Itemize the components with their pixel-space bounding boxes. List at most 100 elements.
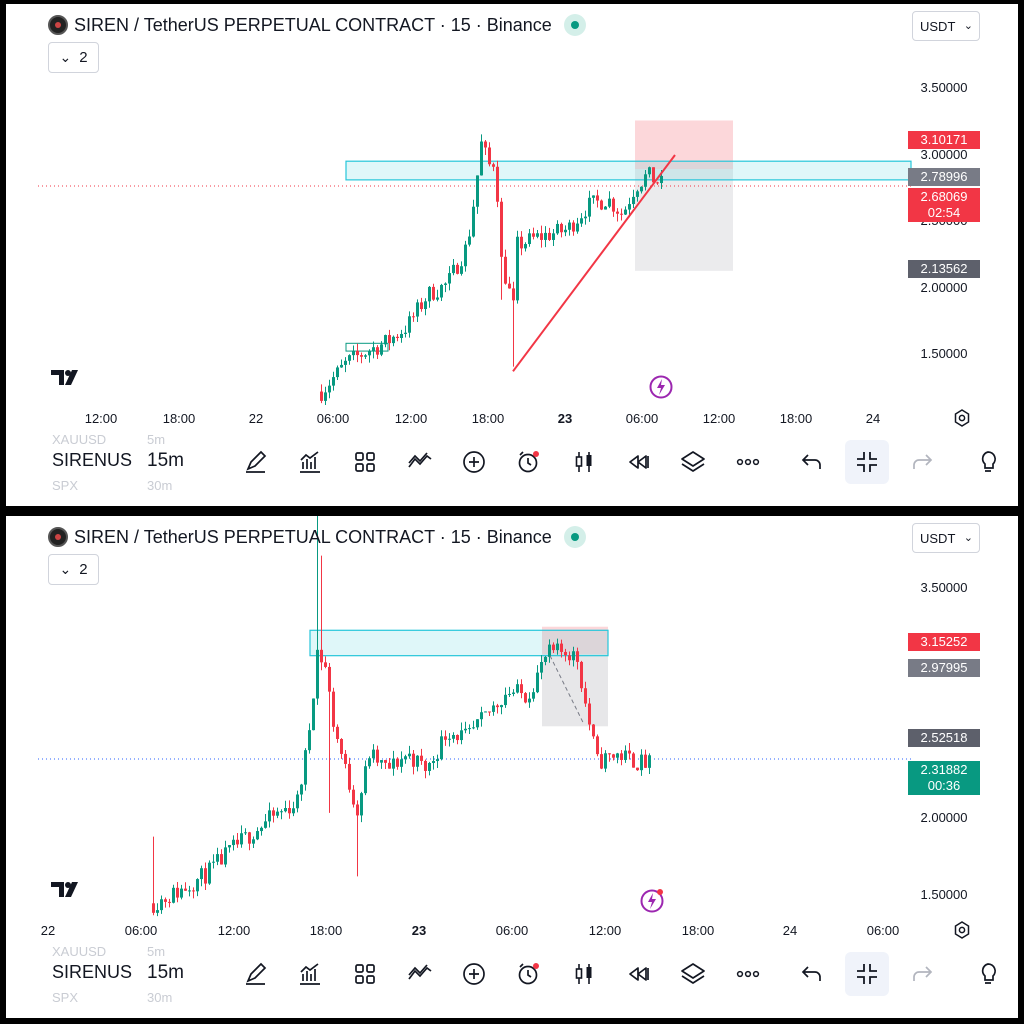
replay-button[interactable] (623, 958, 655, 990)
tradingview-logo-icon (51, 370, 78, 385)
candle-body (552, 233, 555, 240)
projection-line (549, 655, 584, 723)
candle-body (312, 698, 315, 731)
indicators-button[interactable] (404, 446, 436, 478)
chart-panel-2: SIREN / TetherUS PERPETUAL CONTRACT · 15… (6, 516, 1018, 1018)
candle-body (608, 198, 611, 207)
candle-body (248, 832, 251, 844)
ideas-button[interactable] (972, 958, 1004, 990)
indicators-toggle[interactable]: ⌄ 2 (48, 554, 99, 585)
object-tree-button[interactable] (677, 446, 709, 478)
candle-body (384, 760, 387, 763)
candle-body (352, 350, 355, 356)
ghost-symbol: XAUUSD (52, 944, 107, 959)
redo-button[interactable] (906, 446, 938, 478)
symbol-button[interactable]: SIRENUSDT (52, 962, 132, 982)
take-profit-zone (635, 168, 733, 271)
currency-select[interactable]: USDT ⌄ (912, 11, 980, 41)
exit-fullscreen-button[interactable] (845, 952, 889, 996)
time-axis-label: 18:00 (779, 411, 813, 426)
candle-body (608, 753, 611, 755)
time-axis-label: 23 (411, 923, 427, 938)
time-axis-label: 24 (782, 923, 798, 938)
drawing-tool-button[interactable] (240, 446, 272, 478)
candles-button[interactable] (568, 958, 600, 990)
candle-body (436, 297, 439, 300)
ghost-symbol: XAUUSD (52, 432, 107, 447)
candle-body (616, 753, 619, 758)
chart-canvas[interactable] (6, 4, 1018, 434)
grid-icon (355, 452, 375, 472)
candle-body (556, 223, 559, 234)
siren-logo-icon (48, 527, 68, 547)
undo-button[interactable] (796, 958, 828, 990)
candle-body (292, 808, 295, 814)
candles-button[interactable] (568, 446, 600, 478)
take-profit-price-label: 2.52518 (908, 729, 980, 747)
drawing-tool-button[interactable] (240, 958, 272, 990)
candle-body (192, 890, 195, 892)
candle-body (364, 766, 367, 794)
time-axis-label: 12:00 (217, 923, 251, 938)
undo-button[interactable] (796, 446, 828, 478)
redo-button[interactable] (906, 958, 938, 990)
chart-settings-icon[interactable] (952, 408, 972, 428)
chart-canvas[interactable] (6, 516, 1018, 946)
candle-body (236, 839, 239, 845)
candle-body (648, 167, 651, 175)
candle-body (584, 688, 587, 704)
candle-body (332, 377, 335, 386)
object-tree-button[interactable] (677, 958, 709, 990)
ideas-button[interactable] (972, 446, 1004, 478)
candle-body (280, 811, 283, 813)
candle-body (348, 355, 351, 361)
indicators-button[interactable] (404, 958, 436, 990)
add-button[interactable] (458, 446, 490, 478)
lightning-icon[interactable] (648, 374, 674, 400)
candle-body (632, 196, 635, 205)
layouts-button[interactable] (349, 446, 381, 478)
layouts-button[interactable] (349, 958, 381, 990)
interval-list-ghost: 5m (147, 432, 165, 447)
interval-button[interactable]: 15m (147, 962, 184, 983)
candle-body (376, 347, 379, 355)
chart-type-icon (300, 963, 320, 985)
replay-button[interactable] (623, 446, 655, 478)
candle-body (360, 793, 363, 816)
chevron-down-icon: ⌄ (963, 20, 973, 32)
candle-body (164, 899, 167, 902)
chart-type-button[interactable] (294, 446, 326, 478)
candle-body (516, 684, 519, 693)
candle-body (628, 750, 631, 754)
candle-body (424, 760, 427, 771)
candle-body (464, 244, 467, 267)
candle-body (532, 233, 535, 237)
candle-body (380, 760, 383, 763)
candle-body (500, 201, 503, 257)
more-button[interactable] (732, 446, 764, 478)
currency-select[interactable]: USDT ⌄ (912, 523, 980, 553)
candle-body (524, 693, 527, 703)
candle-body (660, 176, 663, 184)
candle-body (624, 209, 627, 215)
lightning-icon[interactable] (639, 888, 665, 914)
chart-settings-icon[interactable] (952, 920, 972, 940)
candle-body (572, 222, 575, 232)
resistance-zone (309, 629, 609, 657)
add-button[interactable] (458, 958, 490, 990)
chart-type-button[interactable] (294, 958, 326, 990)
candle-body (508, 693, 511, 695)
symbol-button[interactable]: SIRENUSDT (52, 450, 132, 470)
candle-body (352, 789, 355, 805)
interval-button[interactable]: 15m (147, 450, 184, 471)
candle-body (284, 808, 287, 812)
exit-fullscreen-button[interactable] (845, 440, 889, 484)
alerts-button[interactable] (513, 446, 545, 478)
time-axis-label: 22 (40, 923, 56, 938)
time-axis-label: 12:00 (702, 411, 736, 426)
more-button[interactable] (732, 958, 764, 990)
interval-list-ghost: 30m (147, 478, 172, 493)
candle-body (160, 899, 163, 911)
indicators-toggle[interactable]: ⌄ 2 (48, 42, 99, 73)
alerts-button[interactable] (513, 958, 545, 990)
